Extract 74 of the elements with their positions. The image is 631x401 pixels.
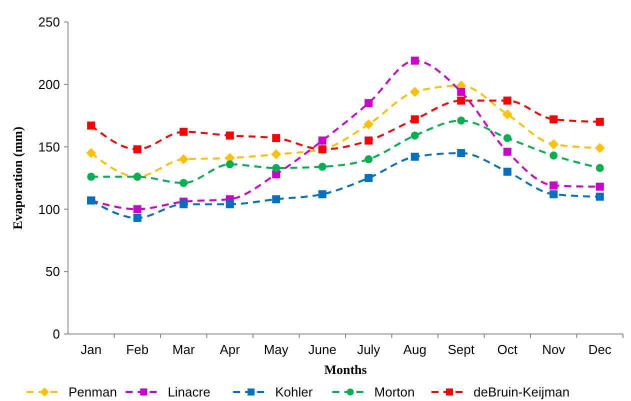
x-tick-label: Nov xyxy=(542,342,566,357)
y-tick-label: 50 xyxy=(46,264,60,280)
point xyxy=(364,155,373,164)
point xyxy=(548,139,559,150)
point xyxy=(87,172,96,181)
point xyxy=(550,181,558,190)
legend-label: Kohler xyxy=(275,384,314,400)
point xyxy=(503,168,512,176)
point xyxy=(318,190,326,198)
point xyxy=(86,148,96,158)
x-tick-label: Feb xyxy=(126,342,149,357)
point xyxy=(550,115,558,124)
legend-label: Morton xyxy=(374,384,415,400)
point xyxy=(410,132,419,140)
y-tick-label: 250 xyxy=(38,14,60,30)
point xyxy=(272,134,280,142)
point xyxy=(596,182,604,191)
x-tick-label: Mar xyxy=(172,342,196,357)
point xyxy=(596,164,604,172)
point xyxy=(410,115,419,124)
point xyxy=(410,152,419,161)
point xyxy=(550,190,558,198)
y-tick-label: 100 xyxy=(38,202,60,217)
point xyxy=(178,154,189,164)
x-tick-label: July xyxy=(357,342,381,357)
point xyxy=(596,192,604,201)
point xyxy=(457,88,466,96)
y-axis-title: Evaporation (mm) xyxy=(10,126,25,230)
y-tick-label: 200 xyxy=(38,76,60,92)
x-tick-label: Apr xyxy=(220,342,241,357)
x-tick-label: May xyxy=(264,342,289,357)
x-tick-label: June xyxy=(308,342,336,357)
point xyxy=(133,205,142,214)
point xyxy=(503,148,512,156)
point xyxy=(180,128,188,136)
point xyxy=(550,152,558,160)
point xyxy=(457,96,466,105)
point xyxy=(226,200,234,208)
point xyxy=(364,174,373,182)
point xyxy=(133,214,142,222)
legend-label: Penman xyxy=(68,384,117,400)
point xyxy=(364,99,373,108)
x-tick-label: Sept xyxy=(448,342,475,357)
point xyxy=(180,200,188,208)
point xyxy=(457,149,466,158)
y-tick-label: 150 xyxy=(38,139,60,154)
x-axis-title: Months xyxy=(324,362,367,377)
point xyxy=(272,164,280,172)
point xyxy=(364,119,374,130)
point xyxy=(502,109,512,120)
point xyxy=(594,143,605,154)
point xyxy=(364,136,373,145)
point xyxy=(226,132,234,140)
point xyxy=(457,116,466,125)
point xyxy=(410,86,420,97)
point xyxy=(180,178,188,187)
x-tick-label: Aug xyxy=(403,342,426,357)
point xyxy=(410,56,419,65)
point xyxy=(271,149,282,160)
x-tick-label: Oct xyxy=(497,342,518,357)
legend-label: Linacre xyxy=(168,384,210,400)
point xyxy=(503,96,512,105)
point xyxy=(272,195,280,204)
x-tick-label: Jan xyxy=(80,342,102,357)
point xyxy=(87,122,96,130)
point xyxy=(596,118,604,126)
point xyxy=(133,145,142,154)
point xyxy=(318,162,326,171)
point xyxy=(503,134,512,142)
point xyxy=(226,160,234,168)
legend-label: deBruin-Keijman xyxy=(474,384,570,400)
point xyxy=(318,136,326,145)
y-tick-label: 0 xyxy=(52,326,60,342)
x-tick-label: Dec xyxy=(588,342,612,357)
